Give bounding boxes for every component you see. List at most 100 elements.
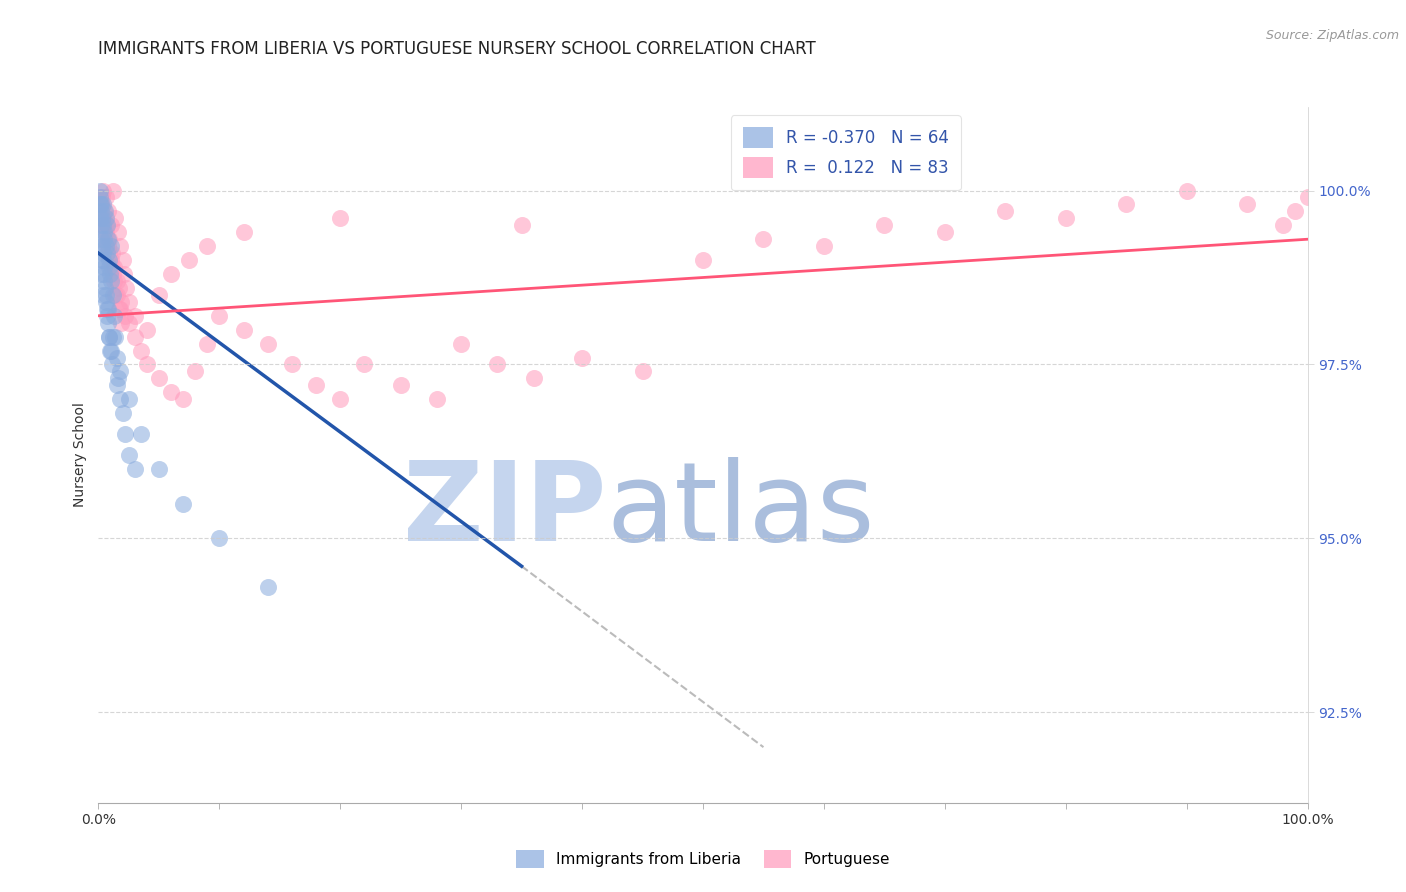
Point (148, 288, 170, 302)
Point (100, 274, 122, 288)
Point (98, 246, 121, 260)
Point (426, 392, 449, 407)
Point (105, 378, 128, 392)
Point (91, 190, 114, 204)
Legend: Immigrants from Liberia, Portuguese: Immigrants from Liberia, Portuguese (509, 843, 897, 875)
Point (96, 309, 118, 323)
Point (101, 267, 124, 281)
Point (93, 225, 115, 239)
Point (90, 197, 112, 211)
Point (89, 184, 111, 198)
Point (108, 281, 131, 295)
Point (934, 225, 956, 239)
Point (101, 288, 124, 302)
Point (148, 371, 170, 385)
Point (172, 392, 194, 407)
Point (91, 219, 114, 233)
Text: Source: ZipAtlas.com: Source: ZipAtlas.com (1265, 29, 1399, 42)
Point (94, 281, 117, 295)
Legend: R = -0.370   N = 64, R =  0.122   N = 83: R = -0.370 N = 64, R = 0.122 N = 83 (731, 115, 960, 190)
Point (389, 378, 412, 392)
Point (232, 225, 254, 239)
Point (96, 232, 118, 246)
Point (108, 392, 131, 407)
Point (692, 253, 714, 268)
Text: ZIP: ZIP (404, 457, 606, 564)
Point (100, 246, 122, 260)
Point (97, 316, 120, 330)
Point (98, 267, 121, 281)
Point (91, 253, 114, 268)
Point (329, 392, 352, 407)
Point (813, 239, 835, 253)
Point (90, 267, 112, 281)
Point (115, 281, 138, 295)
Point (148, 462, 170, 476)
Point (97, 329, 120, 343)
Point (105, 274, 128, 288)
Point (184, 364, 207, 378)
Point (100, 343, 122, 358)
Point (96, 294, 118, 309)
Point (232, 323, 254, 337)
Point (108, 239, 131, 253)
Point (91, 184, 114, 198)
Point (172, 497, 194, 511)
Point (94, 225, 117, 239)
Point (105, 288, 128, 302)
Point (90, 204, 112, 219)
Point (1236, 197, 1258, 211)
Point (98, 343, 121, 358)
Point (118, 294, 141, 309)
Point (110, 316, 132, 330)
Point (1296, 190, 1319, 204)
Point (1284, 204, 1306, 219)
Point (91, 246, 114, 260)
Point (97, 232, 120, 246)
Point (100, 253, 122, 268)
Point (353, 358, 375, 372)
Point (486, 358, 509, 372)
Point (129, 343, 152, 358)
Point (104, 329, 127, 343)
Point (101, 184, 124, 198)
Point (571, 351, 593, 365)
Point (91, 211, 114, 226)
Point (523, 371, 546, 385)
Point (110, 294, 132, 309)
Point (94, 288, 117, 302)
Point (97, 253, 120, 268)
Point (208, 309, 231, 323)
Point (256, 336, 278, 351)
Point (752, 232, 775, 246)
Point (160, 267, 183, 281)
Point (94, 190, 117, 204)
Point (104, 288, 127, 302)
Point (98, 232, 121, 246)
Point (91, 288, 114, 302)
Point (91, 211, 114, 226)
Point (93, 260, 115, 274)
Point (89, 211, 111, 226)
Point (107, 371, 129, 385)
Point (103, 274, 125, 288)
Point (1054, 211, 1077, 226)
Text: IMMIGRANTS FROM LIBERIA VS PORTUGUESE NURSERY SCHOOL CORRELATION CHART: IMMIGRANTS FROM LIBERIA VS PORTUGUESE NU… (98, 40, 815, 58)
Point (305, 378, 328, 392)
Point (195, 336, 218, 351)
Point (450, 336, 472, 351)
Point (105, 351, 128, 365)
Point (118, 448, 141, 462)
Point (93, 232, 115, 246)
Point (89, 197, 111, 211)
Point (114, 427, 136, 442)
Point (135, 323, 157, 337)
Point (100, 260, 122, 274)
Point (195, 239, 218, 253)
Point (112, 267, 135, 281)
Point (101, 329, 124, 343)
Point (510, 219, 533, 233)
Point (96, 239, 118, 253)
Point (94, 204, 117, 219)
Point (100, 358, 122, 372)
